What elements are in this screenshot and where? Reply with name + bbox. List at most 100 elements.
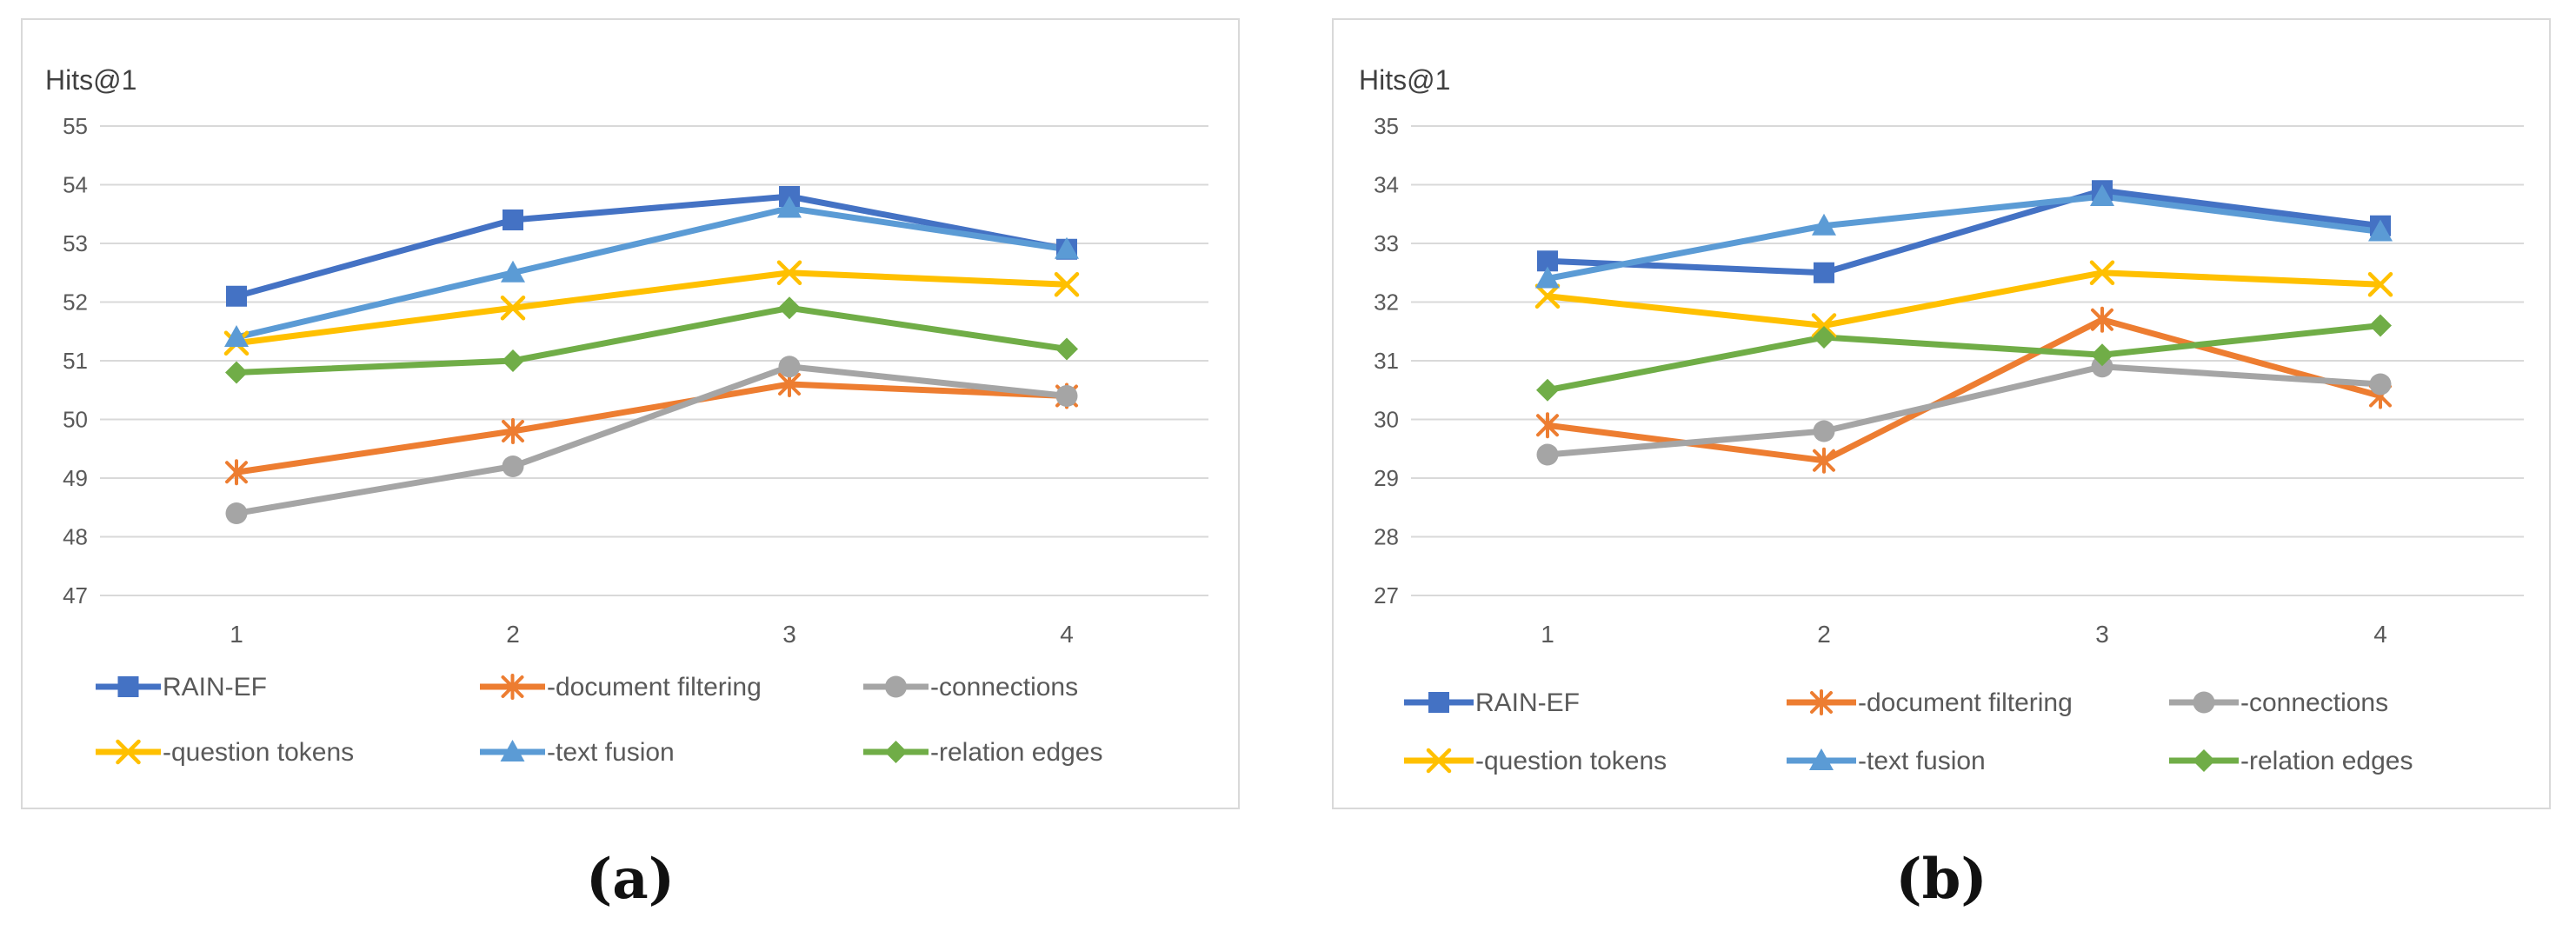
series-line-relation_edges — [1544, 323, 2384, 394]
data-point-connections — [2091, 356, 2113, 378]
data-point-document_filtering — [1536, 412, 1559, 439]
chart-panel-a: 47 48 49 50 51 52 53 54 55 Hits@1 1 2 3 4 RAIN-EF -docu… — [21, 18, 1240, 912]
x-tick-label: 2 — [1817, 621, 1831, 648]
data-point-text_fusion — [224, 325, 249, 347]
y-tick-label: 27 — [1374, 582, 1399, 608]
data-point-text_fusion — [777, 196, 802, 218]
data-point-connections — [225, 502, 248, 524]
legend-label: -connections — [2240, 688, 2388, 717]
series-line-rain_ef — [1544, 187, 2384, 276]
x-tick-label: 3 — [2095, 621, 2109, 648]
data-point-rain_ef — [503, 209, 523, 230]
legend-marker-text_fusion — [1809, 748, 1834, 770]
data-point-relation_edges — [1536, 378, 1559, 402]
y-tick-label: 50 — [63, 407, 88, 433]
x-tick-label: 1 — [230, 621, 243, 648]
legend-label: -relation edges — [930, 738, 1102, 767]
figure-caption: (a) — [586, 847, 675, 912]
data-point-question_tokens — [1054, 272, 1080, 297]
series-line-connections — [233, 363, 1070, 516]
data-point-rain_ef — [226, 285, 247, 307]
y-tick-label: 32 — [1374, 289, 1399, 316]
y-tick-label: 52 — [63, 289, 88, 316]
y-tick-label: 53 — [63, 230, 88, 256]
y-axis-title: Hits@1 — [45, 64, 136, 96]
data-point-question_tokens — [1534, 283, 1561, 309]
legend-label: -text fusion — [547, 738, 675, 767]
data-point-relation_edges — [1055, 337, 1078, 361]
legend-label: -question tokens — [1475, 747, 1667, 775]
series-line-relation_edges — [233, 304, 1070, 376]
data-point-relation_edges — [502, 349, 524, 372]
data-point-question_tokens — [776, 260, 802, 285]
data-point-relation_edges — [778, 296, 801, 320]
legend-label: -connections — [930, 673, 1078, 702]
legend-marker-text_fusion — [500, 740, 525, 761]
data-point-text_fusion — [1535, 266, 1560, 289]
series-line-question_tokens — [233, 269, 1070, 347]
series-line-question_tokens — [1544, 269, 2384, 329]
series-line-rain_ef — [233, 193, 1070, 300]
y-tick-label: 28 — [1374, 524, 1399, 550]
legend-marker-question_tokens — [116, 739, 141, 765]
data-point-document_filtering — [1813, 447, 1835, 474]
data-point-connections — [502, 456, 524, 477]
y-tick-label: 31 — [1374, 348, 1399, 374]
legend-marker-document_filtering — [1810, 689, 1833, 715]
legend-label: -relation edges — [2240, 747, 2413, 775]
data-point-connections — [778, 356, 801, 378]
data-point-text_fusion — [2090, 184, 2114, 206]
y-tick-label: 51 — [63, 348, 88, 374]
y-tick-label: 35 — [1374, 113, 1399, 139]
data-point-document_filtering — [502, 418, 524, 444]
x-tick-label: 2 — [506, 621, 520, 648]
data-point-text_fusion — [1055, 236, 1079, 259]
legend-label: -document filtering — [1858, 688, 2073, 717]
x-tick-label: 3 — [782, 621, 796, 648]
data-point-relation_edges — [2369, 314, 2392, 337]
data-point-connections — [1813, 420, 1835, 442]
data-point-text_fusion — [1812, 213, 1836, 236]
legend-marker-question_tokens — [1426, 748, 1452, 774]
legend-marker-rain_ef — [117, 676, 139, 697]
y-tick-label: 29 — [1374, 465, 1399, 491]
data-point-connections — [1055, 385, 1078, 407]
data-point-relation_edges — [1813, 326, 1835, 349]
legend-label: RAIN-EF — [1475, 688, 1580, 717]
legend-marker-rain_ef — [1428, 692, 1449, 713]
legend-marker-connections — [885, 675, 907, 698]
data-point-rain_ef — [1814, 262, 1834, 283]
series-line-text_fusion — [1544, 193, 2384, 282]
y-tick-label: 48 — [63, 524, 88, 550]
x-tick-label: 4 — [1060, 621, 1074, 648]
data-point-text_fusion — [2368, 219, 2393, 242]
legend-label: -question tokens — [163, 738, 354, 767]
figure-caption: (b) — [1895, 847, 1987, 912]
data-point-question_tokens — [1811, 313, 1837, 338]
data-point-connections — [2369, 373, 2392, 396]
data-point-document_filtering — [2091, 306, 2113, 333]
series-line-document_filtering — [233, 381, 1070, 475]
legend-marker-connections — [2193, 691, 2215, 714]
y-tick-label: 54 — [63, 172, 88, 198]
y-tick-label: 33 — [1374, 230, 1399, 256]
chart-frame — [1332, 18, 2551, 809]
data-point-text_fusion — [501, 260, 525, 283]
x-tick-label: 4 — [2373, 621, 2387, 648]
y-tick-label: 55 — [63, 113, 88, 139]
data-point-question_tokens — [2367, 272, 2393, 297]
series-line-text_fusion — [233, 205, 1070, 341]
y-tick-label: 47 — [63, 582, 88, 608]
legend-label: -document filtering — [547, 673, 762, 702]
y-axis-title: Hits@1 — [1359, 64, 1450, 96]
legend-marker-relation_edges — [2193, 749, 2215, 772]
data-point-question_tokens — [2089, 260, 2115, 285]
y-tick-label: 34 — [1374, 172, 1399, 198]
y-tick-label: 30 — [1374, 407, 1399, 433]
legend-label: -text fusion — [1858, 747, 1986, 775]
x-tick-label: 1 — [1541, 621, 1554, 648]
data-point-document_filtering — [225, 459, 248, 486]
series-line-connections — [1544, 363, 2384, 458]
y-tick-label: 49 — [63, 465, 88, 491]
